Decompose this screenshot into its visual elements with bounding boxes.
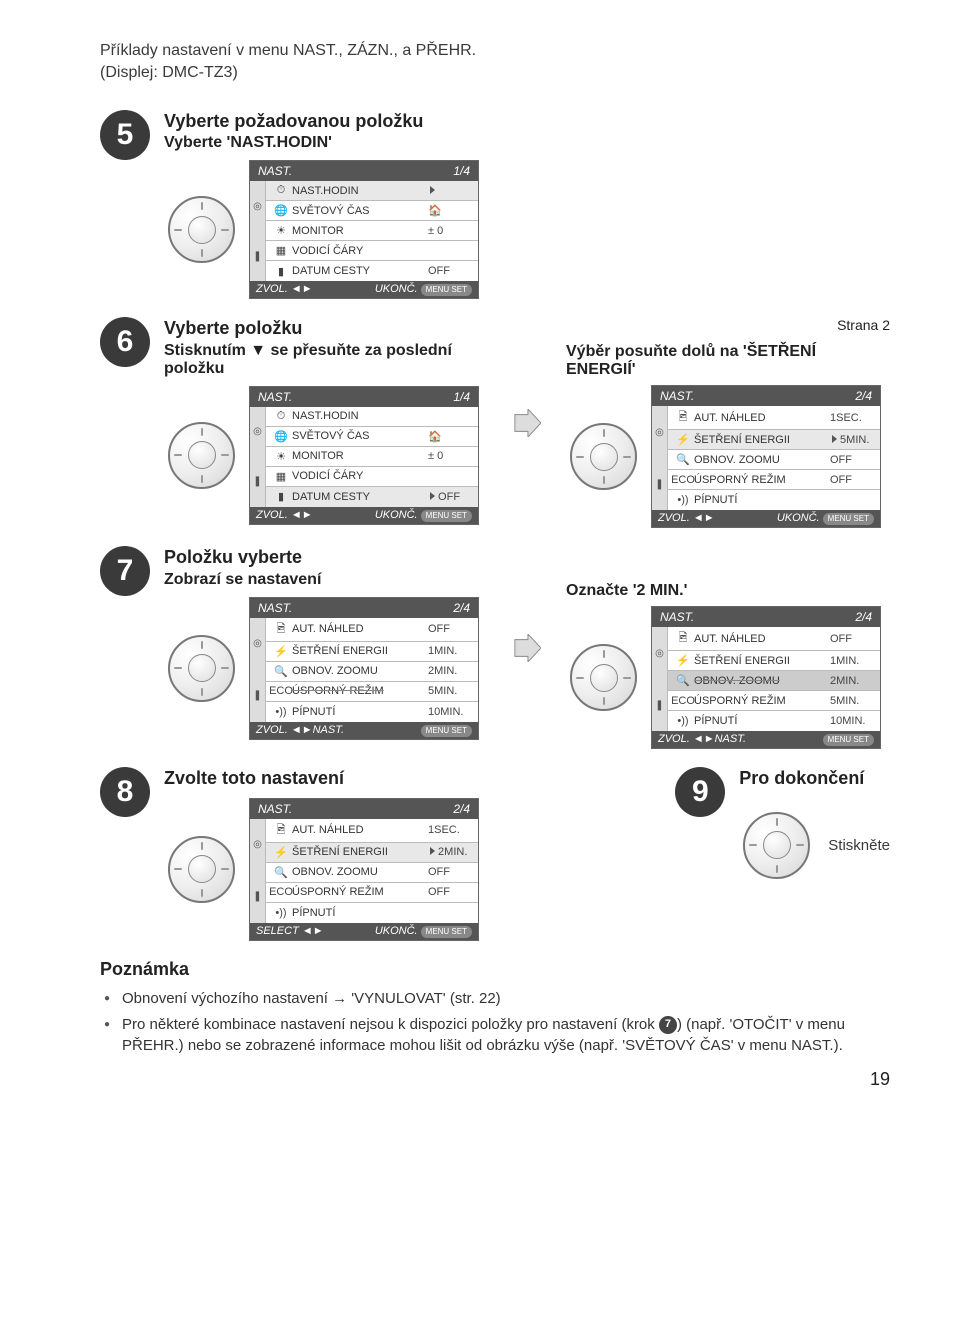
page-ref: Strana 2 (566, 317, 890, 333)
step-9-number: 9 (675, 767, 725, 817)
intro-block: Příklady nastavení v menu NAST., ZÁZN., … (100, 40, 890, 85)
menu-step5: NAST.1/4◎❚⏱NAST.HODIN 🌐SVĚTOVÝ ČAS🏠☀MONI… (249, 160, 479, 299)
step-9-title: Pro dokončení (739, 767, 890, 790)
intro-line2: (Displej: DMC-TZ3) (100, 62, 890, 84)
dpad-icon (164, 631, 239, 706)
press-label: Stiskněte (828, 837, 890, 854)
note-heading: Poznámka (100, 959, 890, 980)
step-6-title: Vyberte položku (164, 317, 488, 340)
step-7-anno-right: Označte '2 MIN.' (566, 582, 890, 600)
menu-step7-left: NAST.2/4◎❚🖻AUT. NÁHLEDOFF⚡ŠETŘENÍ ENERGI… (249, 597, 479, 740)
step-7-title: Položku vyberte (164, 546, 488, 569)
step-7-number: 7 (100, 546, 150, 596)
dpad-icon (566, 640, 641, 715)
page-number: 19 (100, 1069, 890, 1090)
notes-list: Obnovení výchozího nastavení → 'VYNULOVA… (100, 988, 890, 1057)
inline-step-ref-7: 7 (659, 1016, 677, 1034)
step-5-number: 5 (100, 110, 150, 160)
step-6: 6 Vyberte položku Stisknutím ▼ se přesuň… (100, 317, 890, 528)
step-8-title: Zvolte toto nastavení (164, 767, 651, 790)
step-8-number: 8 (100, 767, 150, 817)
menu-step7-right: NAST.2/4◎❚🖻AUT. NÁHLEDOFF⚡ŠETŘENÍ ENERGI… (651, 606, 881, 749)
step-6-number: 6 (100, 317, 150, 367)
step-5-title: Vyberte požadovanou položku (164, 110, 890, 133)
note-item-1: Obnovení výchozího nastavení → 'VYNULOVA… (100, 988, 890, 1010)
step-7-sub: Zobrazí se nastavení (164, 571, 488, 589)
menu-step6-left: NAST.1/4◎❚⏱NAST.HODIN🌐SVĚTOVÝ ČAS🏠☀MONIT… (249, 386, 479, 525)
dpad-icon (164, 418, 239, 493)
step-5: 5 Vyberte požadovanou položku Vyberte 'N… (100, 110, 890, 300)
note-item-2: Pro některé kombinace nastavení nejsou k… (100, 1014, 890, 1058)
arrow-right-icon (512, 409, 542, 437)
step-6-sub: Stisknutím ▼ se přesuňte za poslední pol… (164, 342, 488, 378)
dpad-icon (739, 808, 814, 883)
dpad-icon (566, 419, 641, 494)
arrow-right-icon (512, 634, 542, 662)
dpad-icon (164, 832, 239, 907)
step-6-anno-right: Výběr posuňte dolů na 'ŠETŘENÍ ENERGIÍ' (566, 343, 890, 379)
menu-step6-right: NAST.2/4◎❚🖻AUT. NÁHLED1SEC.⚡ŠETŘENÍ ENER… (651, 385, 881, 528)
step-5-sub: Vyberte 'NAST.HODIN' (164, 134, 890, 152)
step-7: 7 Položku vyberte Zobrazí se nastavení N… (100, 546, 890, 749)
menu-step8: NAST.2/4◎❚🖻AUT. NÁHLED1SEC.⚡ŠETŘENÍ ENER… (249, 798, 479, 941)
step-8-9: 8 Zvolte toto nastavení NAST.2/4◎❚🖻AUT. … (100, 767, 890, 941)
dpad-icon (164, 192, 239, 267)
intro-line1: Příklady nastavení v menu NAST., ZÁZN., … (100, 40, 890, 62)
